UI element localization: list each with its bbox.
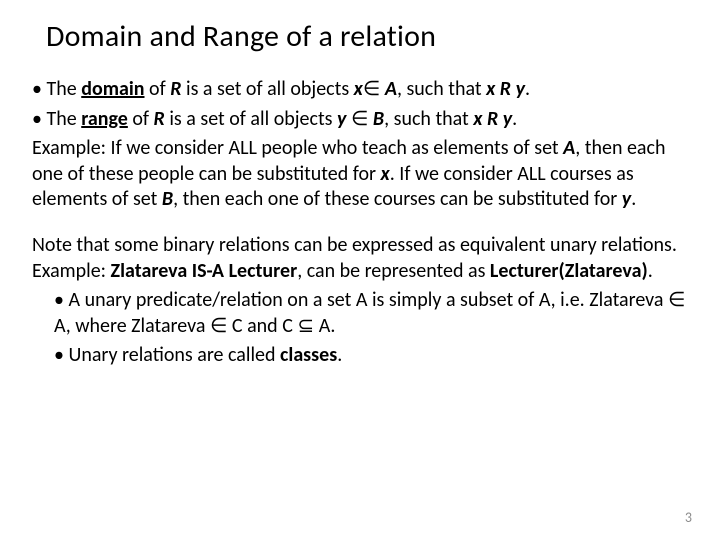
slide-title: Domain and Range of a relation	[46, 18, 688, 55]
sym-A: A	[563, 136, 575, 160]
text: is a set of all objects	[165, 107, 337, 131]
sym-x: x	[381, 162, 390, 186]
text: • A unary predicate/relation on a set A …	[54, 288, 668, 312]
slide-body: • The domain of R is a set of all object…	[32, 77, 688, 369]
text: .	[337, 343, 342, 367]
text: • The	[32, 77, 81, 101]
text: of	[145, 77, 171, 101]
text: , such that	[384, 107, 473, 131]
term-domain: domain	[81, 77, 144, 101]
text: A.	[314, 314, 335, 338]
text: A, where Zlatareva	[54, 314, 210, 338]
sym-B: B	[162, 187, 173, 211]
bullet-classes: • Unary relations are called classes.	[32, 343, 688, 369]
text: , can be represented as	[297, 259, 490, 283]
sym-y: y	[622, 187, 631, 211]
text: .	[631, 187, 636, 211]
term-range: range	[81, 107, 128, 131]
sym-B: B	[373, 107, 384, 131]
text: of	[128, 107, 154, 131]
text: Example: If we consider ALL people who t…	[32, 136, 563, 160]
text: .	[525, 77, 530, 101]
text: • The	[32, 107, 81, 131]
text: .	[512, 107, 517, 131]
text: .	[648, 259, 653, 283]
element-of-icon: ∈	[363, 77, 380, 101]
term-classes: classes	[280, 343, 337, 367]
slide: Domain and Range of a relation • The dom…	[0, 0, 720, 540]
page-number: 3	[685, 509, 692, 526]
element-of-icon: ∈	[210, 314, 227, 338]
element-of-icon: ∈	[351, 107, 368, 131]
sym-xRy: x R y	[486, 77, 525, 101]
element-of-icon: ∈	[668, 288, 685, 312]
bullet-unary-predicate: • A unary predicate/relation on a set A …	[32, 288, 688, 339]
text: • Unary relations are called	[54, 343, 280, 367]
text: C and C	[227, 314, 297, 338]
bullet-domain: • The domain of R is a set of all object…	[32, 77, 688, 103]
sym-y: y	[337, 107, 346, 131]
sym-A: A	[385, 77, 397, 101]
text: is a set of all objects	[181, 77, 353, 101]
sym-x: x	[354, 77, 363, 101]
text: , then each one of these courses can be …	[173, 187, 622, 211]
term-zisa: Zlatareva IS-A Lecturer	[111, 259, 298, 283]
note-paragraph: Note that some binary relations can be e…	[32, 233, 688, 284]
term-lecturer-z: Lecturer(Zlatareva)	[490, 259, 648, 283]
text: , such that	[397, 77, 486, 101]
sym-R: R	[154, 107, 165, 131]
bullet-range: • The range of R is a set of all objects…	[32, 107, 688, 133]
example-paragraph: Example: If we consider ALL people who t…	[32, 136, 688, 213]
spacer	[32, 217, 688, 233]
subset-of-icon: ⊆	[297, 314, 314, 338]
sym-xRy: x R y	[473, 107, 512, 131]
sym-R: R	[170, 77, 181, 101]
